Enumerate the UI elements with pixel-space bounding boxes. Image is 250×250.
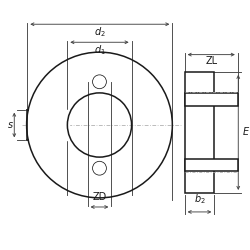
Text: $d_1$: $d_1$ <box>94 43 106 57</box>
Bar <box>185 94 238 106</box>
Bar <box>185 158 238 172</box>
Text: E: E <box>243 128 249 138</box>
Text: $b_2$: $b_2$ <box>194 193 205 206</box>
Text: ZL: ZL <box>205 56 217 66</box>
Text: s: s <box>8 120 13 130</box>
Bar <box>185 72 214 193</box>
Polygon shape <box>26 110 68 140</box>
Text: ZD: ZD <box>92 192 106 202</box>
Text: $d_2$: $d_2$ <box>94 25 105 39</box>
